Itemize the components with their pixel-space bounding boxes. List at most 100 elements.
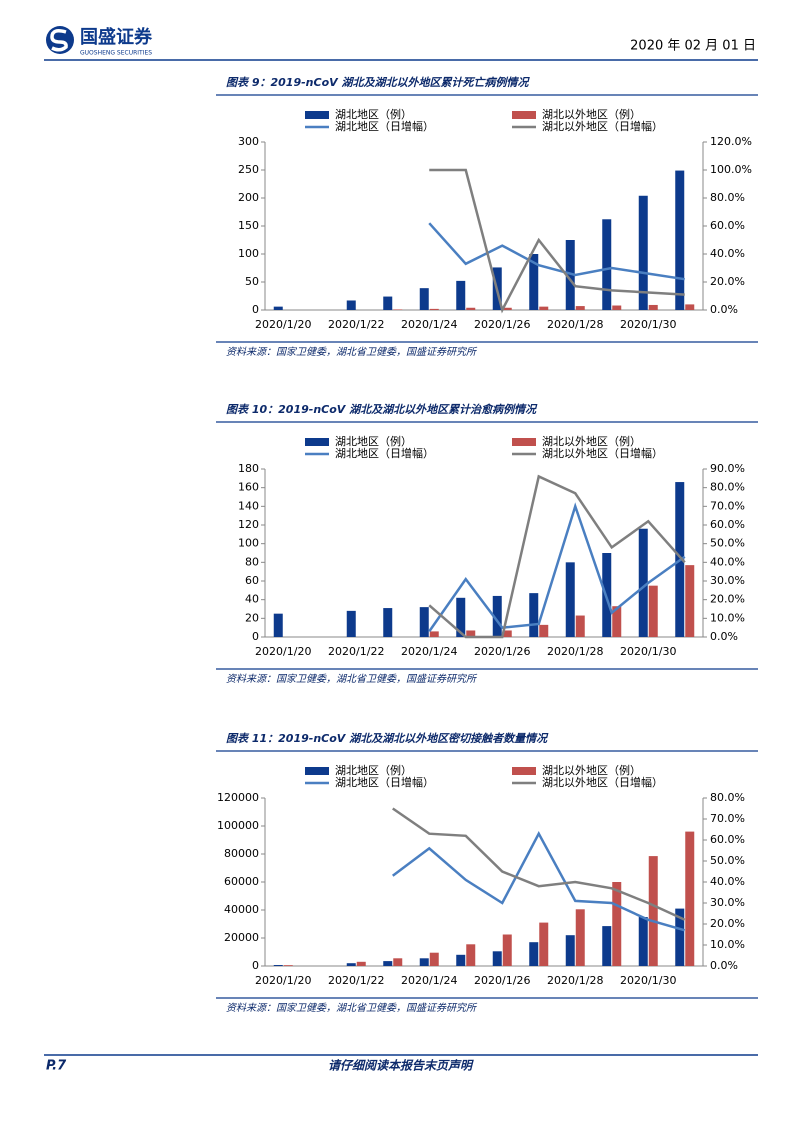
- legend-label: 湖北以外地区（日增幅）: [542, 446, 663, 460]
- y2-tick-label: 70.0%: [710, 812, 745, 825]
- legend-label: 湖北以外地区（例）: [542, 107, 641, 121]
- bar: [502, 630, 512, 637]
- y-tick-label: 80: [245, 555, 259, 568]
- legend-swatch: [305, 767, 329, 775]
- legend-label: 湖北以外地区（日增幅）: [542, 119, 663, 133]
- y-tick-label: 120000: [217, 791, 259, 804]
- legend-swatch: [512, 111, 536, 119]
- bar: [273, 306, 283, 310]
- line: [392, 831, 686, 932]
- bar: [602, 926, 612, 966]
- legend-swatch: [305, 438, 329, 446]
- y-tick-label: 100: [238, 247, 259, 260]
- source: 资料来源：国家卫健委，湖北省卫健委，国盛证券研究所: [226, 346, 478, 358]
- bar: [638, 195, 648, 310]
- y2-tick-label: 100.0%: [710, 163, 752, 176]
- bar: [283, 965, 293, 966]
- bar: [539, 306, 549, 310]
- y2-tick-label: 40.0%: [710, 555, 745, 568]
- legend-swatch: [512, 767, 536, 775]
- bar: [456, 280, 466, 310]
- y-tick-label: 140: [238, 499, 259, 512]
- bar: [575, 909, 585, 966]
- y-tick-label: 180: [238, 462, 259, 475]
- bar: [648, 304, 658, 310]
- bar: [419, 958, 429, 966]
- bar: [648, 856, 658, 966]
- bar: [575, 615, 585, 637]
- logo-mark: [50, 29, 68, 52]
- bar: [346, 300, 356, 310]
- bar: [419, 607, 429, 637]
- bar: [456, 597, 466, 637]
- x-tick-label: 2020/1/24: [401, 318, 457, 331]
- y2-tick-label: 80.0%: [710, 791, 745, 804]
- bar: [539, 624, 549, 637]
- bar: [529, 593, 539, 637]
- bar: [575, 306, 585, 310]
- x-tick-label: 2020/1/28: [547, 318, 603, 331]
- y2-tick-label: 0.0%: [710, 959, 738, 972]
- bar: [466, 630, 476, 637]
- bar: [492, 595, 502, 637]
- legend-swatch: [305, 111, 329, 119]
- legend-label: 湖北以外地区（例）: [542, 434, 641, 448]
- bar: [346, 963, 356, 966]
- y2-tick-label: 0.0%: [710, 630, 738, 643]
- bar: [356, 961, 366, 966]
- brand-en: GUOSHENG SECURITIES: [80, 50, 152, 57]
- x-tick-label: 2020/1/30: [620, 645, 676, 658]
- y2-tick-label: 80.0%: [710, 481, 745, 494]
- y2-tick-label: 50.0%: [710, 537, 745, 550]
- y-tick-label: 40000: [224, 903, 259, 916]
- legend-swatch: [512, 438, 536, 446]
- y2-tick-label: 90.0%: [710, 462, 745, 475]
- y-tick-label: 200: [238, 191, 259, 204]
- bar: [638, 917, 648, 966]
- y-tick-label: 20: [245, 611, 259, 624]
- y-tick-label: 250: [238, 163, 259, 176]
- legend-label: 湖北地区（日增幅）: [335, 775, 434, 789]
- x-tick-label: 2020/1/26: [474, 974, 530, 987]
- bar: [273, 965, 283, 966]
- x-tick-label: 2020/1/26: [474, 318, 530, 331]
- y-tick-label: 0: [252, 959, 259, 972]
- legend-label: 湖北地区（日增幅）: [335, 119, 434, 133]
- bar: [685, 565, 695, 637]
- line: [428, 502, 686, 633]
- x-tick-label: 2020/1/28: [547, 974, 603, 987]
- bar: [492, 951, 502, 966]
- x-tick-label: 2020/1/24: [401, 645, 457, 658]
- chart-title: 图表 9：2019-nCoV 湖北及湖北以外地区累计死亡病例情况: [226, 76, 530, 89]
- y2-tick-label: 80.0%: [710, 191, 745, 204]
- y-tick-label: 300: [238, 135, 259, 148]
- legend-label: 湖北地区（例）: [335, 763, 412, 777]
- x-tick-label: 2020/1/22: [328, 974, 384, 987]
- bar: [383, 296, 393, 310]
- y2-tick-label: 30.0%: [710, 574, 745, 587]
- y-tick-label: 100: [238, 537, 259, 550]
- y2-tick-label: 40.0%: [710, 875, 745, 888]
- bar: [565, 935, 575, 966]
- y2-tick-label: 10.0%: [710, 938, 745, 951]
- x-tick-label: 2020/1/24: [401, 974, 457, 987]
- x-tick-label: 2020/1/20: [255, 645, 311, 658]
- legend-label: 湖北以外地区（例）: [542, 763, 641, 777]
- x-tick-label: 2020/1/20: [255, 974, 311, 987]
- y2-tick-label: 120.0%: [710, 135, 752, 148]
- bar: [602, 219, 612, 310]
- chart-title: 图表 11：2019-nCoV 湖北及湖北以外地区密切接触者数量情况: [226, 732, 549, 745]
- bar: [502, 934, 512, 966]
- bar: [429, 631, 439, 637]
- line: [429, 168, 685, 314]
- bar: [685, 304, 695, 310]
- bar: [565, 562, 575, 637]
- x-tick-label: 2020/1/30: [620, 974, 676, 987]
- x-tick-label: 2020/1/30: [620, 318, 676, 331]
- bar: [612, 606, 622, 637]
- line: [392, 807, 686, 921]
- bar: [529, 942, 539, 966]
- bar: [456, 954, 466, 966]
- date: 2020 年 02 月 01 日: [630, 39, 756, 54]
- bar: [429, 952, 439, 966]
